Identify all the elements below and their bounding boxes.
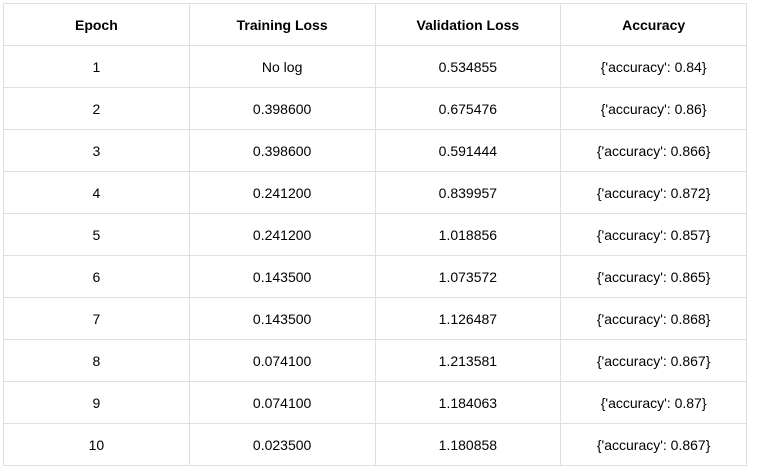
table-cell: 1.073572	[374, 255, 562, 298]
table-cell: 1.184063	[374, 381, 562, 424]
table-row: 3 0.398600 0.591444 {'accuracy': 0.866}	[3, 129, 747, 172]
table-cell: 0.023500	[188, 423, 376, 466]
table-cell: 4	[3, 171, 190, 214]
table-cell: {'accuracy': 0.86}	[560, 87, 747, 130]
table-body: 1 No log 0.534855 {'accuracy': 0.84} 2 0.3986…	[3, 45, 747, 466]
table-cell: 1.126487	[374, 297, 562, 340]
table-cell: {'accuracy': 0.867}	[560, 339, 747, 382]
table-cell: 0.398600	[188, 129, 376, 172]
table-cell: 1.213581	[374, 339, 562, 382]
table-cell: 7	[3, 297, 190, 340]
table-cell: {'accuracy': 0.857}	[560, 213, 747, 256]
column-header-accuracy: Accuracy	[560, 3, 747, 46]
table-row: 6 0.143500 1.073572 {'accuracy': 0.865}	[3, 255, 747, 298]
table-cell: 0.839957	[374, 171, 562, 214]
table-cell: 5	[3, 213, 190, 256]
table-cell: {'accuracy': 0.872}	[560, 171, 747, 214]
table-cell: 0.675476	[374, 87, 562, 130]
table-cell: 0.241200	[188, 171, 376, 214]
table-row: 8 0.074100 1.213581 {'accuracy': 0.867}	[3, 339, 747, 382]
table-cell: 0.534855	[374, 45, 562, 88]
table-cell: 8	[3, 339, 190, 382]
column-header-epoch: Epoch	[3, 3, 190, 46]
table-cell: 10	[3, 423, 190, 466]
training-metrics-table: Epoch Training Loss Validation Loss Accu…	[3, 3, 747, 466]
table-cell: 9	[3, 381, 190, 424]
table-row: 5 0.241200 1.018856 {'accuracy': 0.857}	[3, 213, 747, 256]
table-cell: 1.180858	[374, 423, 562, 466]
table-row: 7 0.143500 1.126487 {'accuracy': 0.868}	[3, 297, 747, 340]
table-cell: No log	[188, 45, 376, 88]
table-row: 9 0.074100 1.184063 {'accuracy': 0.87}	[3, 381, 747, 424]
table-cell: {'accuracy': 0.84}	[560, 45, 747, 88]
table-cell: 0.074100	[188, 339, 376, 382]
table-cell: 0.074100	[188, 381, 376, 424]
column-header-validation-loss: Validation Loss	[374, 3, 562, 46]
table-cell: 0.241200	[188, 213, 376, 256]
header-row: Epoch Training Loss Validation Loss Accu…	[3, 3, 747, 46]
table-cell: 0.143500	[188, 297, 376, 340]
table-cell: {'accuracy': 0.865}	[560, 255, 747, 298]
table-cell: 1	[3, 45, 190, 88]
table-cell: {'accuracy': 0.866}	[560, 129, 747, 172]
table-cell: 6	[3, 255, 190, 298]
table-cell: 3	[3, 129, 190, 172]
table-row: 1 No log 0.534855 {'accuracy': 0.84}	[3, 45, 747, 88]
table-cell: 0.591444	[374, 129, 562, 172]
table-row: 2 0.398600 0.675476 {'accuracy': 0.86}	[3, 87, 747, 130]
table-cell: {'accuracy': 0.868}	[560, 297, 747, 340]
table-cell: {'accuracy': 0.87}	[560, 381, 747, 424]
table-cell: 2	[3, 87, 190, 130]
table-header: Epoch Training Loss Validation Loss Accu…	[3, 3, 747, 46]
table-row: 10 0.023500 1.180858 {'accuracy': 0.867}	[3, 423, 747, 466]
table-cell: 1.018856	[374, 213, 562, 256]
table-cell: 0.398600	[188, 87, 376, 130]
table-row: 4 0.241200 0.839957 {'accuracy': 0.872}	[3, 171, 747, 214]
column-header-training-loss: Training Loss	[188, 3, 376, 46]
table-cell: 0.143500	[188, 255, 376, 298]
table-cell: {'accuracy': 0.867}	[560, 423, 747, 466]
